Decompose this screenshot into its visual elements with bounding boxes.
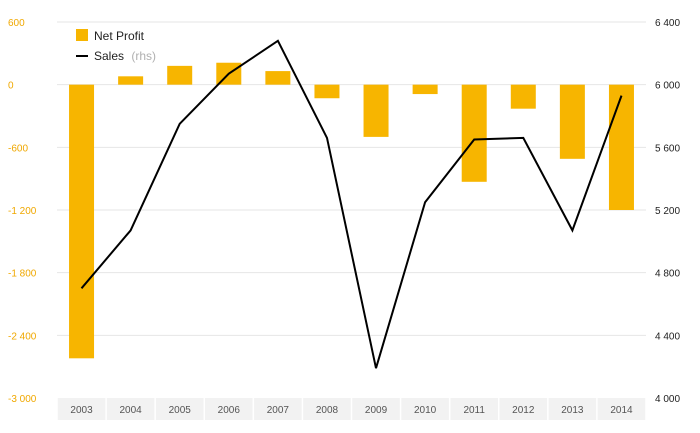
x-tick-label: 2009 <box>365 405 388 416</box>
legend-net-profit-swatch <box>76 29 88 41</box>
left-axis-ticks: 600 0 -600 -1 200 -1 800 -2 400 -3 000 <box>8 18 37 405</box>
right-tick-label: 4 800 <box>655 269 680 280</box>
gridlines <box>57 21 646 336</box>
right-axis-ticks: 6 400 6 000 5 600 5 200 4 800 4 400 4 000 <box>655 18 680 405</box>
legend-net-profit-label: Net Profit <box>94 29 145 43</box>
legend-sales-label: Sales <box>94 49 124 63</box>
net-profit-bar <box>412 84 438 95</box>
legend: Net Profit Sales (rhs) <box>76 29 156 63</box>
left-tick-label: -1 200 <box>8 206 37 217</box>
x-tick-label: 2014 <box>610 405 633 416</box>
x-axis-ticks: 2003 2004 2005 2006 2007 2008 2009 2010 2011 2012… <box>56 398 647 420</box>
right-tick-label: 5 200 <box>655 206 680 217</box>
right-tick-label: 4 000 <box>655 394 680 405</box>
net-profit-bar <box>559 84 585 159</box>
left-tick-label: 600 <box>8 18 25 29</box>
x-tick-label: 2004 <box>120 405 143 416</box>
net-profit-bar <box>118 76 144 85</box>
x-tick-label: 2013 <box>561 405 584 416</box>
net-profit-bar <box>265 71 291 85</box>
left-tick-label: 0 <box>8 81 14 92</box>
net-profit-bar <box>167 65 193 85</box>
x-tick-label: 2006 <box>218 405 241 416</box>
left-tick-label: -3 000 <box>8 394 37 405</box>
right-tick-label: 5 600 <box>655 143 680 154</box>
x-tick-label: 2012 <box>512 405 535 416</box>
left-tick-label: -2 400 <box>8 331 37 342</box>
net-profit-bar <box>510 84 536 109</box>
right-tick-label: 4 400 <box>655 331 680 342</box>
net-profit-bar <box>363 84 389 137</box>
net-profit-bars <box>69 62 634 359</box>
left-tick-label: -600 <box>8 143 28 154</box>
left-tick-label: -1 800 <box>8 269 37 280</box>
net-profit-bar <box>69 84 95 359</box>
net-profit-bar <box>314 84 340 99</box>
net-profit-bar <box>608 84 634 210</box>
svg-text:Sales (rhs): Sales (rhs) <box>94 49 156 63</box>
x-tick-label: 2003 <box>70 405 93 416</box>
x-tick-label: 2010 <box>414 405 437 416</box>
right-tick-label: 6 400 <box>655 18 680 29</box>
x-tick-label: 2005 <box>169 405 192 416</box>
net-profit-bar <box>461 84 487 182</box>
legend-sales-suffix: (rhs) <box>131 49 156 63</box>
x-tick-label: 2011 <box>463 405 485 416</box>
x-tick-label: 2008 <box>316 405 339 416</box>
x-tick-label: 2007 <box>267 405 290 416</box>
right-tick-label: 6 000 <box>655 81 680 92</box>
sales-line <box>80 39 623 369</box>
